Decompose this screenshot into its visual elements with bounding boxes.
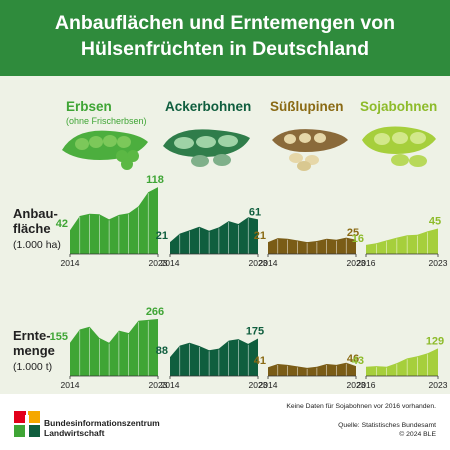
tick-label-start-area-erbsen: 2014 bbox=[61, 258, 80, 268]
org-name: Bundesinformationszentrum Landwirtschaft bbox=[44, 418, 160, 438]
broad-bean-illustration bbox=[163, 129, 250, 167]
crop-title-sojabohnen: Sojabohnen bbox=[360, 99, 437, 114]
tick-label-end-area-erbsen: 2023 bbox=[149, 258, 168, 268]
title-line-1: Anbauflächen und Erntemengen von bbox=[54, 12, 396, 34]
tick-label-start-yield-ackerbohnen: 2014 bbox=[161, 380, 180, 390]
tick-label-end-yield-suesslupinen: 2023 bbox=[347, 380, 366, 390]
row-label-yield-line2: menge bbox=[13, 343, 55, 358]
tick-label-start-area-ackerbohnen: 2014 bbox=[161, 258, 180, 268]
area-area-erbsen bbox=[70, 187, 158, 254]
source-line: Quelle: Statistisches Bundesamt bbox=[338, 422, 436, 429]
org-name-line-2: Landwirtschaft bbox=[44, 428, 105, 438]
peas-pod-illustration bbox=[62, 130, 148, 170]
value-label-end-yield-ackerbohnen: 175 bbox=[246, 326, 264, 338]
value-label-end-area-sojabohnen: 45 bbox=[429, 216, 441, 228]
area-yield-suesslupinen bbox=[268, 362, 356, 376]
header-bar: Anbauflächen und Erntemengen von Hülsenf… bbox=[0, 0, 450, 76]
value-label-start-yield-erbsen: 155 bbox=[50, 331, 68, 343]
tick-label-end-yield-sojabohnen: 2023 bbox=[429, 380, 448, 390]
row-label-area-line2: fläche bbox=[13, 221, 51, 236]
tick-label-start-area-sojabohnen: 2016 bbox=[357, 258, 376, 268]
value-label-end-area-ackerbohnen: 61 bbox=[249, 206, 261, 218]
area-area-sojabohnen bbox=[366, 228, 438, 254]
tick-label-end-area-ackerbohnen: 2023 bbox=[249, 258, 268, 268]
data-note: Keine Daten für Sojabohnen vor 2016 vorh… bbox=[286, 403, 436, 410]
value-label-start-area-suesslupinen: 21 bbox=[254, 230, 266, 242]
tick-label-start-yield-sojabohnen: 2016 bbox=[357, 380, 376, 390]
value-label-start-area-sojabohnen: 16 bbox=[352, 233, 364, 245]
tick-label-end-area-suesslupinen: 2023 bbox=[347, 258, 366, 268]
row-label-area-line1: Anbau- bbox=[13, 206, 58, 221]
value-label-end-yield-suesslupinen: 46 bbox=[347, 353, 359, 365]
tick-label-end-yield-ackerbohnen: 2023 bbox=[249, 380, 268, 390]
org-name-line-1: Bundesinformationszentrum bbox=[44, 418, 160, 428]
ble-logo-icon bbox=[14, 411, 40, 437]
soybean-illustration bbox=[362, 126, 436, 167]
tick-label-start-yield-suesslupinen: 2014 bbox=[259, 380, 278, 390]
source-credit: Quelle: Statistisches Bundesamt © 2024 B… bbox=[338, 421, 436, 439]
row-unit-area: (1.000 ha) bbox=[13, 239, 61, 251]
value-label-end-area-suesslupinen: 25 bbox=[347, 227, 359, 239]
value-label-end-area-erbsen: 118 bbox=[146, 174, 164, 186]
crop-title-ackerbohnen: Ackerbohnen bbox=[165, 99, 251, 114]
title-line-2: Hülsenfrüchten in Deutschland bbox=[80, 38, 370, 60]
tick-label-start-area-suesslupinen: 2014 bbox=[259, 258, 278, 268]
tick-label-end-yield-erbsen: 2023 bbox=[149, 380, 168, 390]
area-yield-ackerbohnen bbox=[170, 338, 258, 376]
value-label-start-yield-sojabohnen: 43 bbox=[352, 355, 364, 367]
value-label-start-yield-suesslupinen: 41 bbox=[254, 355, 266, 367]
crop-title-erbsen: Erbsen bbox=[66, 99, 112, 114]
area-yield-sojabohnen bbox=[366, 348, 438, 376]
crop-subtitle-erbsen: (ohne Frischerbsen) bbox=[66, 116, 147, 126]
lupin-illustration bbox=[272, 129, 348, 171]
row-unit-yield: (1.000 t) bbox=[13, 361, 52, 373]
row-label-yield-line1: Ernte- bbox=[13, 328, 51, 343]
area-yield-erbsen bbox=[70, 319, 158, 376]
tick-label-end-area-sojabohnen: 2023 bbox=[429, 258, 448, 268]
copyright-line: © 2024 BLE bbox=[399, 431, 436, 438]
value-label-start-area-ackerbohnen: 21 bbox=[156, 230, 168, 242]
value-label-end-yield-sojabohnen: 129 bbox=[426, 335, 444, 347]
crop-title-suesslupinen: Süßlupinen bbox=[270, 99, 344, 114]
value-label-start-yield-ackerbohnen: 88 bbox=[156, 345, 168, 357]
area-area-suesslupinen bbox=[268, 237, 356, 254]
value-label-start-area-erbsen: 42 bbox=[56, 218, 68, 230]
tick-label-start-yield-erbsen: 2014 bbox=[61, 380, 80, 390]
value-label-end-yield-erbsen: 266 bbox=[146, 306, 164, 318]
area-area-ackerbohnen bbox=[170, 217, 258, 254]
